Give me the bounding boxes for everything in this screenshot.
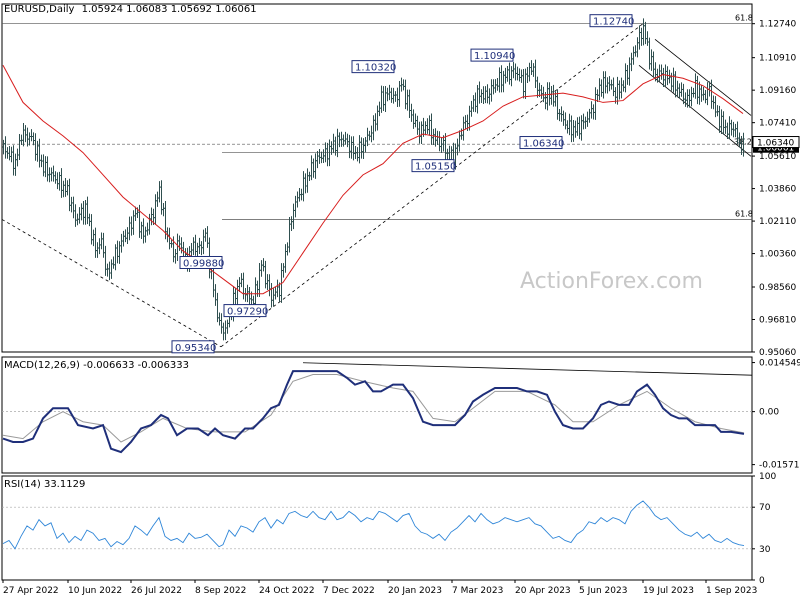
last-price-label: 1.06061 xyxy=(757,144,794,154)
price-tick-label: 1.00360 xyxy=(759,250,796,260)
rsi-header: RSI(14) 33.1129 xyxy=(4,479,85,490)
watermark-text: ActionForex.com xyxy=(520,269,703,294)
channel-upper-line xyxy=(654,38,752,116)
macd-signal-line xyxy=(2,374,745,443)
fib-label-618-top: 61.8 xyxy=(735,14,753,23)
x-tick-label: 7 Dec 2022 xyxy=(323,586,375,596)
macd-header: MACD(12,26,9) -0.006633 -0.006333 xyxy=(4,360,189,371)
label-peak-110320-box xyxy=(351,60,395,74)
label-low-095340: 0.95340 xyxy=(171,340,216,354)
label-peak-110320: 1.10320 xyxy=(351,60,396,74)
support-price-box xyxy=(752,136,800,149)
x-tick-label: 26 Jul 2022 xyxy=(131,586,182,596)
label-high-112740: 1.12740 xyxy=(589,14,634,28)
trendline-down-dashed xyxy=(1,219,222,348)
fib-label-382: 38.2 xyxy=(734,138,752,147)
price-tick-label: 0.95060 xyxy=(759,348,796,358)
fib-label-618-bottom: 61.8 xyxy=(735,210,753,219)
chart-header-symbol: EURUSD,Daily 1.05924 1.06083 1.05692 1.0… xyxy=(4,4,257,15)
label-peak-110320-text: 1.10320 xyxy=(355,63,396,74)
rsi-tick-label: 0 xyxy=(759,576,765,586)
rsi-tick-label: 30 xyxy=(759,545,771,555)
label-097290: 0.97290 xyxy=(223,304,268,318)
price-tick-label: 1.07410 xyxy=(759,119,796,129)
price-panel-frame xyxy=(1,3,753,353)
symbol-label: EURUSD,Daily xyxy=(4,4,75,15)
label-low-095340-box xyxy=(171,340,215,354)
macd-tick-label: -0.015712 xyxy=(759,461,800,471)
price-tick-label: 1.03860 xyxy=(759,185,796,195)
price-tick-label: 1.12740 xyxy=(759,20,796,30)
price-tick-label: 1.09160 xyxy=(759,86,796,96)
label-099880: 0.99880 xyxy=(179,255,224,269)
label-peak-110940-box xyxy=(470,48,514,62)
support-price-axis-label: 1.06340 xyxy=(757,139,794,149)
x-tick-label: 19 Jul 2023 xyxy=(643,586,694,596)
label-099880-box xyxy=(179,255,223,269)
label-support-106340-box xyxy=(519,136,563,150)
macd-tick-label: 0.00 xyxy=(759,408,779,418)
rsi-tick-label: 70 xyxy=(759,503,771,513)
x-tick-label: 7 Mar 2023 xyxy=(452,586,503,596)
rsi-label: RSI(14) 33.1129 xyxy=(4,479,86,490)
label-low-105150: 1.05150 xyxy=(411,159,456,173)
x-tick-label: 8 Sep 2022 xyxy=(195,586,246,596)
price-tick-label: 1.02110 xyxy=(759,217,796,227)
rsi-panel-frame xyxy=(1,475,753,581)
x-tick-label: 20 Apr 2023 xyxy=(515,586,571,596)
label-low-095340-text: 0.95340 xyxy=(175,343,216,354)
x-tick-label: 24 Oct 2022 xyxy=(259,586,315,596)
label-097290-box xyxy=(223,304,267,318)
macd-main-line xyxy=(2,370,745,454)
rsi-line xyxy=(2,500,745,550)
label-support-106340-text: 1.06340 xyxy=(523,139,564,150)
price-tick-label: 0.96810 xyxy=(759,316,796,326)
label-high-112740-text: 1.12740 xyxy=(593,17,634,28)
rsi-tick-label: 100 xyxy=(759,472,776,482)
trendline-up-dashed xyxy=(220,23,644,348)
label-low-105150-text: 1.05150 xyxy=(415,162,456,173)
macd-label: MACD(12,26,9) -0.006633 -0.006333 xyxy=(4,360,189,371)
label-peak-110940-text: 1.10940 xyxy=(474,51,515,62)
x-tick-label: 1 Sep 2023 xyxy=(706,586,757,596)
label-099880-text: 0.99880 xyxy=(183,258,224,269)
ohlc-values: 1.05924 1.06083 1.05692 1.06061 xyxy=(81,4,257,15)
x-tick-label: 10 Jun 2022 xyxy=(68,586,122,596)
x-tick-label: 27 Apr 2022 xyxy=(3,586,59,596)
sma-line xyxy=(2,65,744,295)
x-tick-label: 5 Jun 2023 xyxy=(579,586,627,596)
label-097290-text: 0.97290 xyxy=(227,307,268,318)
macd-panel-frame xyxy=(1,356,753,474)
x-tick-label: 20 Jan 2023 xyxy=(388,586,442,596)
label-peak-110940: 1.10940 xyxy=(470,48,515,62)
label-support-106340: 1.06340 xyxy=(519,136,564,150)
candles-group xyxy=(2,18,745,341)
macd-trendline xyxy=(302,362,753,376)
label-low-105150-box xyxy=(411,159,455,173)
price-tick-label: 0.98560 xyxy=(759,283,796,293)
label-high-112740-box xyxy=(589,14,633,28)
macd-tick-label: 0.014549 xyxy=(759,359,800,369)
price-tick-label: 1.05610 xyxy=(759,152,796,162)
price-tick-label: 1.10910 xyxy=(759,54,796,64)
